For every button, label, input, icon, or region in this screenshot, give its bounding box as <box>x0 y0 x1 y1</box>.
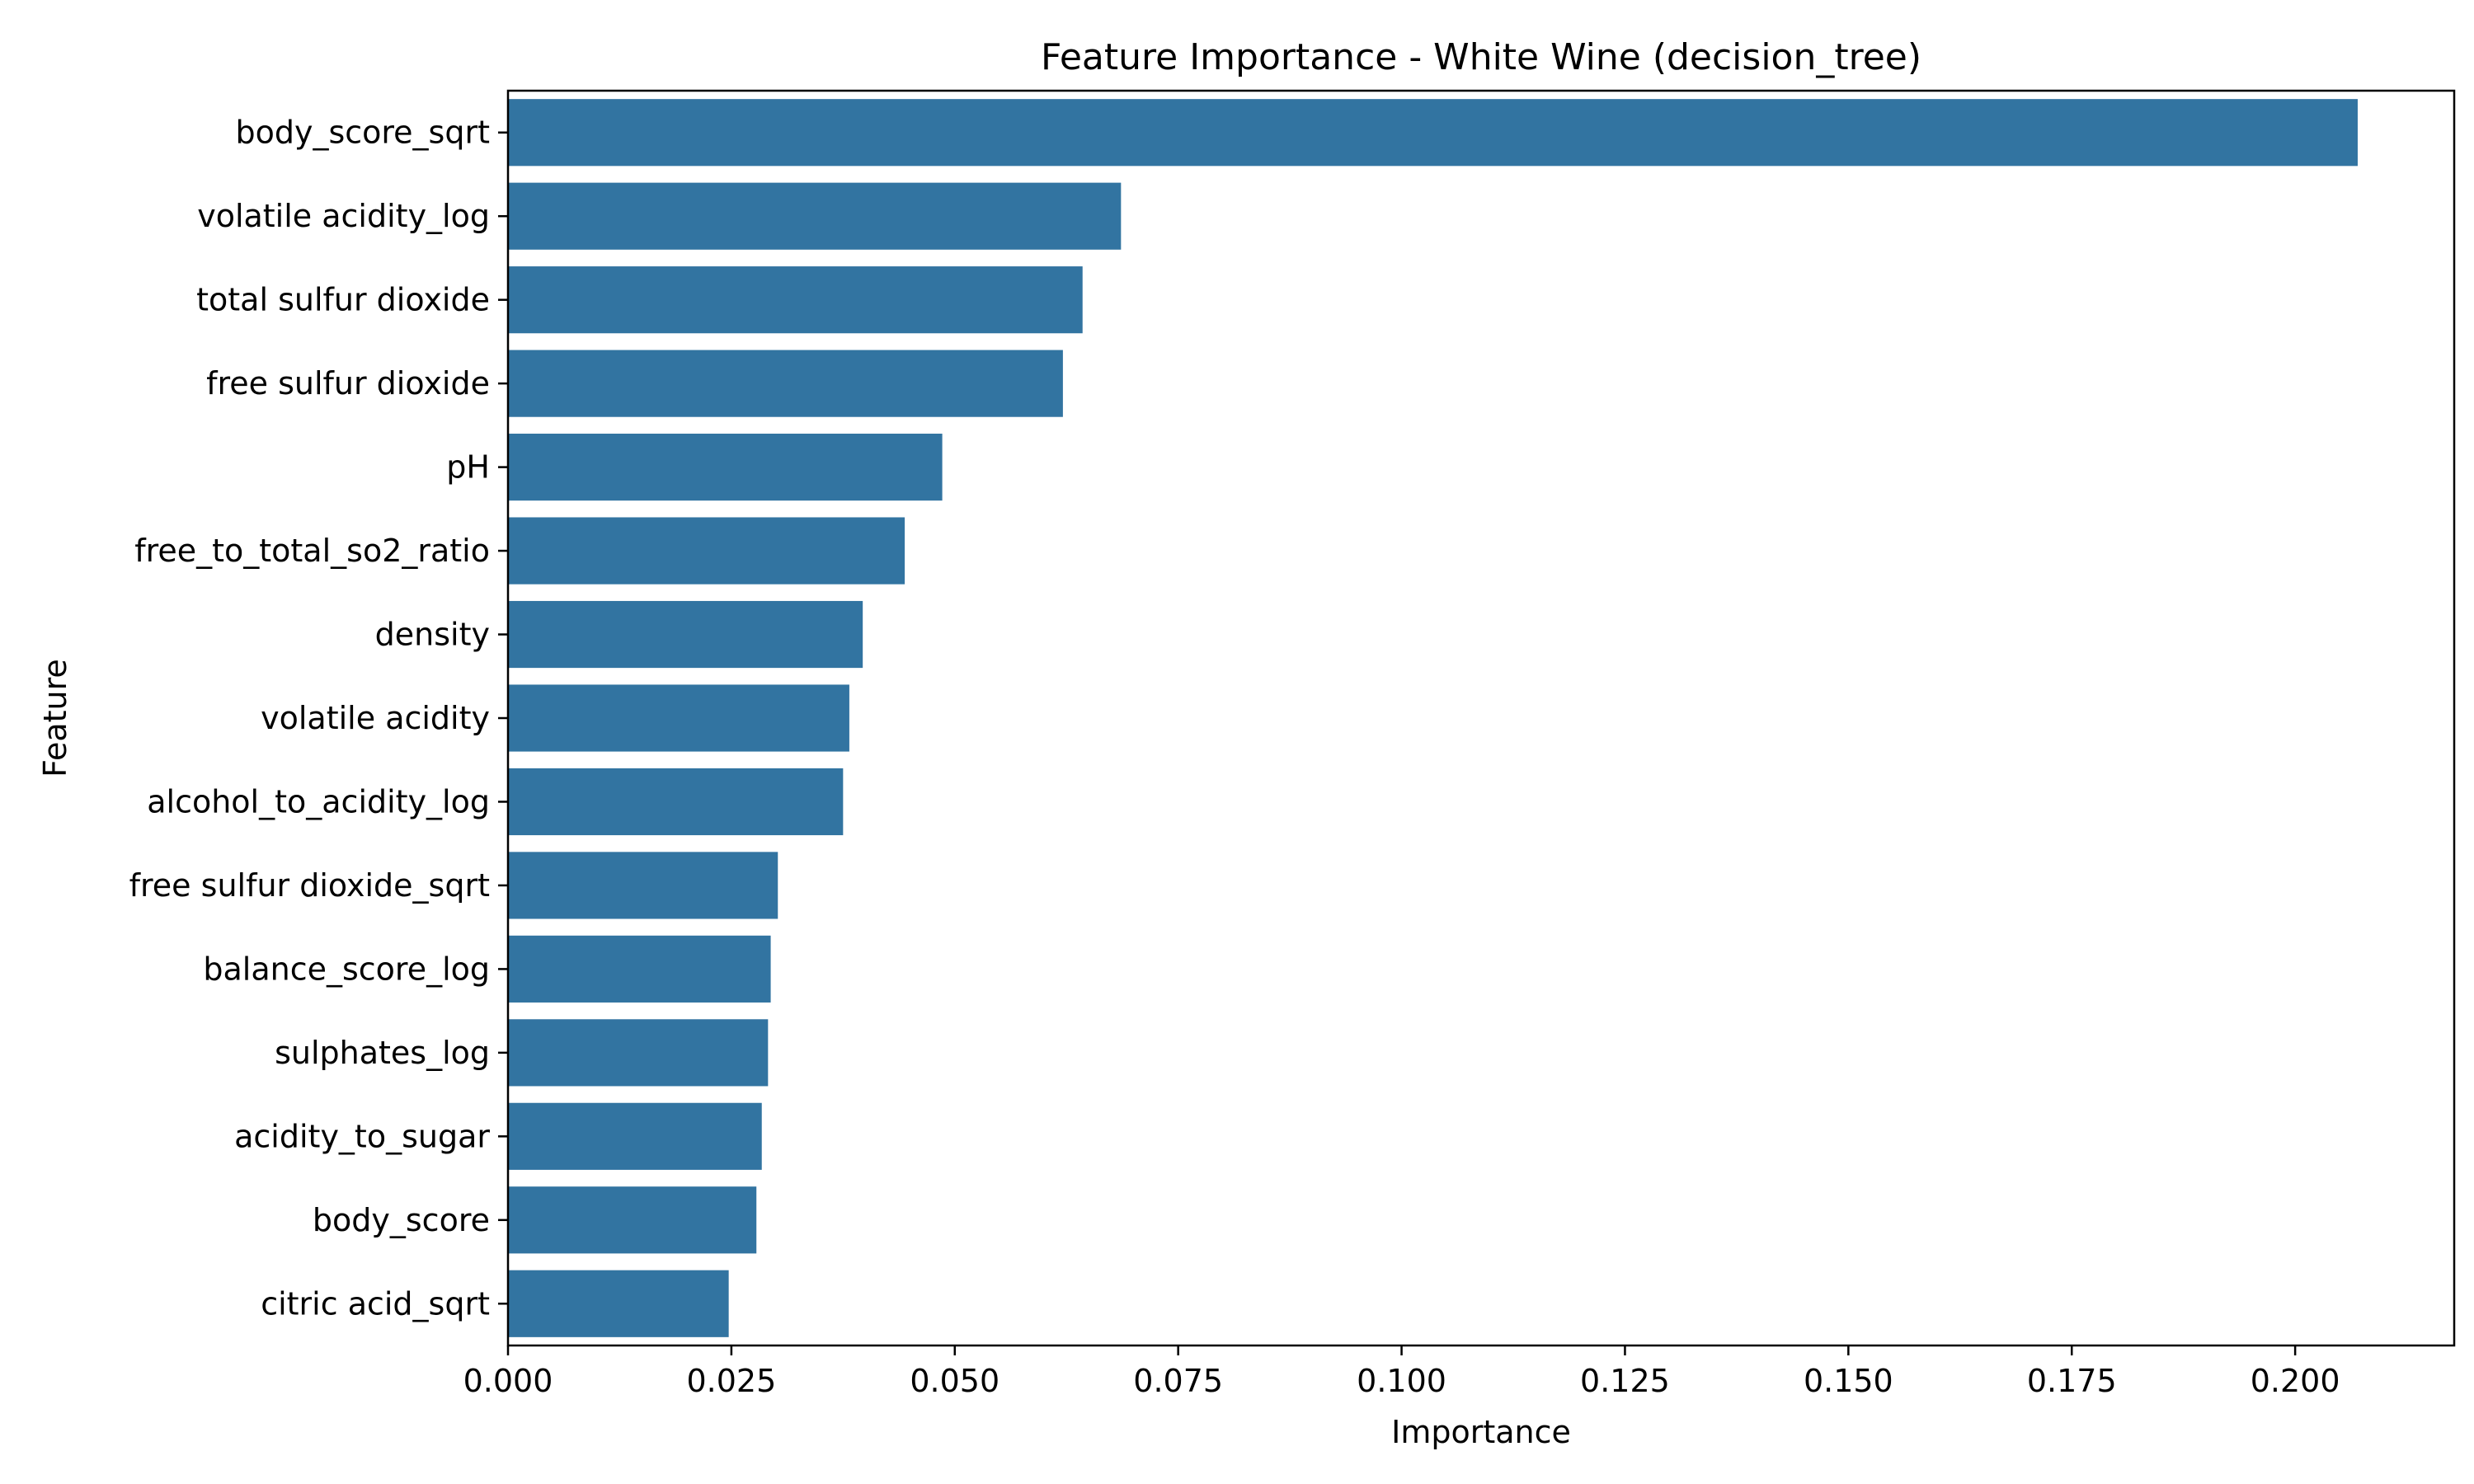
y-tick-label: acidity_to_sugar <box>234 1118 490 1154</box>
y-tick-label: pH <box>446 449 490 486</box>
bar <box>508 517 905 585</box>
bar <box>508 434 943 501</box>
x-tick-label: 0.025 <box>686 1363 776 1399</box>
plot-frame <box>506 89 2456 1347</box>
bar <box>508 266 1083 334</box>
x-tick-label: 0.125 <box>1580 1363 1670 1399</box>
y-tick-label: body_score_sqrt <box>235 115 490 151</box>
x-tick-label: 0.150 <box>1804 1363 1893 1399</box>
y-tick-label: balance_score_log <box>203 951 490 987</box>
y-tick-label: citric acid_sqrt <box>261 1285 490 1322</box>
x-tick-label: 0.075 <box>1133 1363 1223 1399</box>
y-tick-label: free_to_total_so2_ratio <box>134 533 490 569</box>
y-tick-label: density <box>375 617 490 653</box>
bar <box>508 684 849 752</box>
y-tick-label: volatile acidity_log <box>197 198 490 234</box>
bars-group <box>508 99 2358 1337</box>
bar <box>508 1186 757 1254</box>
bar <box>508 1102 762 1170</box>
x-axis-label: Importance <box>1391 1414 1571 1450</box>
x-tick-label: 0.175 <box>2027 1363 2117 1399</box>
y-tick-label: volatile acidity <box>261 700 490 736</box>
bar <box>508 99 2358 167</box>
x-axis-ticks: 0.000 0.025 0.050 0.075 0.100 0.125 0.150 0.175… <box>463 1345 2340 1399</box>
x-tick-label: 0.000 <box>463 1363 553 1399</box>
y-tick-label: alcohol_to_acidity_log <box>147 783 490 819</box>
bar <box>508 600 863 669</box>
y-axis-ticks: body_score_sqrt volatile acidity_logtotal… <box>129 115 508 1322</box>
bar <box>508 182 1122 250</box>
y-tick-label: sulphates_log <box>275 1035 490 1071</box>
x-tick-label: 0.100 <box>1357 1363 1446 1399</box>
y-axis-label: Feature <box>37 659 73 777</box>
y-tick-label: total sulfur dioxide <box>196 282 490 318</box>
bar <box>508 1270 729 1337</box>
y-tick-label: body_score <box>313 1202 490 1238</box>
bar <box>508 1019 769 1087</box>
x-tick-label: 0.050 <box>910 1363 999 1399</box>
bar <box>508 350 1063 417</box>
chart-title: Feature Importance - White Wine (decisio… <box>1041 36 1921 78</box>
bar <box>508 935 771 1003</box>
bar <box>508 852 778 919</box>
y-tick-label: free sulfur dioxide_sqrt <box>129 867 490 904</box>
x-tick-label: 0.200 <box>2251 1363 2340 1399</box>
bar <box>508 768 844 836</box>
y-tick-label: free sulfur dioxide <box>206 365 490 402</box>
